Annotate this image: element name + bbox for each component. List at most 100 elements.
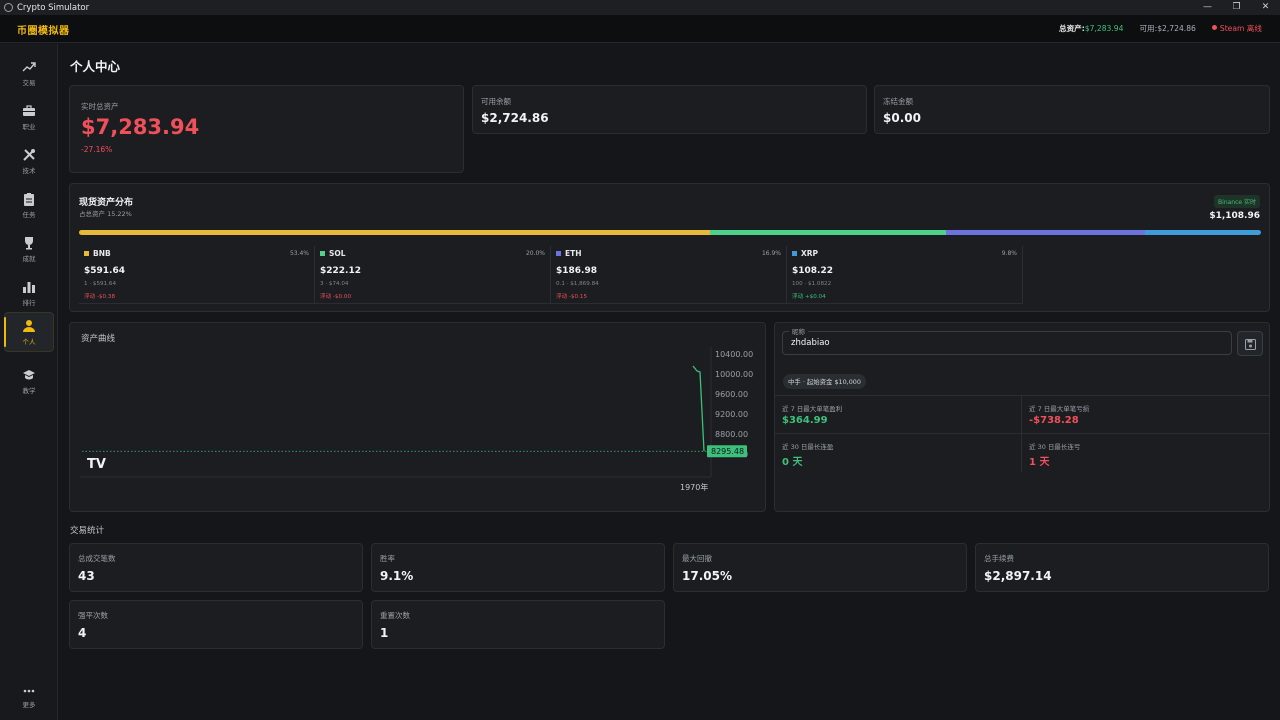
graduation-cap-icon	[23, 370, 35, 380]
sidebar-item-label: 交易	[22, 79, 36, 87]
clipboard-icon	[24, 193, 34, 206]
sidebar-item-trade[interactable]: 交易	[4, 54, 54, 94]
sidebar-item-tasks[interactable]: 任务	[4, 186, 54, 226]
stat-7d-max-profit: 近 7 日最大单笔盈利 $364.99	[775, 395, 1022, 434]
stat-value: $2,897.14	[984, 569, 1052, 583]
frozen-amount-card: 冻结金额 $0.00	[874, 85, 1270, 134]
window-controls: — ❐ ✕	[1193, 0, 1280, 15]
briefcase-icon	[23, 105, 35, 116]
stat-total-fees: 总手续费 $2,897.14	[975, 543, 1269, 592]
asset-item-bnb[interactable]: BNB 53.4% $591.64 1 · $591.64 浮动 -$0.38	[79, 246, 315, 304]
tools-icon	[23, 149, 35, 161]
stat-7d-max-loss: 近 7 日最大单笔亏损 -$738.28	[1022, 395, 1269, 434]
y-tick-label: 8800.00	[715, 430, 748, 439]
spot-subtitle: 占总资产 15.22%	[79, 210, 132, 218]
frozen-amount-value: $0.00	[883, 111, 921, 125]
last-value-label: 8295.48	[711, 447, 744, 456]
stat-label: 近 7 日最大单笔亏损	[1029, 405, 1090, 413]
y-tick-label: 9200.00	[715, 410, 748, 419]
app-icon	[4, 3, 13, 12]
stat-win-rate: 胜率 9.1%	[371, 543, 665, 592]
nickname-label: 昵称	[789, 326, 808, 336]
stat-resets: 重置次数 1	[371, 600, 665, 649]
spot-title: 现货资产分布	[79, 198, 134, 208]
stat-value: 0 天	[782, 457, 803, 468]
asset-pnl: 浮动 -$0.15	[556, 294, 587, 300]
asset-symbol: XRP	[792, 249, 818, 258]
stat-max-drawdown: 最大回撤 17.05%	[673, 543, 967, 592]
restore-icon[interactable]: ❐	[1232, 2, 1241, 12]
sidebar-item-achievements[interactable]: 成就	[4, 230, 54, 270]
asset-pnl: 浮动 -$0.00	[320, 294, 351, 300]
total-assets-label: 实时总资产	[81, 102, 119, 111]
color-swatch-icon	[84, 251, 89, 256]
stat-30d-loss-streak: 近 30 日最长连亏 1 天	[1022, 433, 1269, 472]
sidebar-item-career[interactable]: 职业	[4, 98, 54, 138]
page-title: 个人中心	[70, 59, 121, 74]
available-balance-value: $2,724.86	[481, 111, 549, 125]
stat-label: 胜率	[380, 554, 395, 563]
live-source-badge: Binance 实时	[1214, 195, 1260, 208]
asset-quantity: 1 · $591.64	[84, 281, 117, 287]
allocation-segment-xrp	[1145, 230, 1261, 235]
y-tick-label: 9600.00	[715, 390, 748, 399]
stat-30d-win-streak: 近 30 日最长连盈 0 天	[775, 433, 1022, 472]
brand-logo[interactable]: 币圈模拟器	[17, 26, 70, 37]
stat-value: 17.05%	[682, 569, 732, 583]
allocation-segment-sol	[709, 230, 946, 235]
nickname-input[interactable]	[782, 331, 1232, 355]
stat-label: 总手续费	[984, 554, 1014, 563]
header-stats: 总资产:$7,283.94 可用:$2,724.86 Steam 离线	[1059, 23, 1262, 34]
window-title: Crypto Simulator	[17, 2, 90, 13]
sidebar-item-tutorial[interactable]: 教学	[4, 362, 54, 402]
total-assets-card: 实时总资产 $7,283.94 -27.16%	[69, 85, 464, 173]
sidebar-item-profile[interactable]: 个人	[4, 312, 54, 352]
stat-label: 近 7 日最大单笔盈利	[782, 405, 843, 413]
sidebar-item-tech[interactable]: 技术	[4, 142, 54, 182]
sidebar-item-ranking[interactable]: 排行	[4, 274, 54, 314]
stat-label: 最大回撤	[682, 554, 712, 563]
available-balance-label: 可用余额	[481, 97, 511, 106]
trade-stats-title: 交易统计	[70, 526, 105, 536]
spot-total-value: $1,108.96	[1209, 211, 1260, 221]
stat-label: 重置次数	[380, 611, 410, 620]
stat-label: 近 30 日最长连亏	[1029, 443, 1081, 451]
asset-percent: 20.0%	[525, 250, 545, 257]
asset-value: $222.12	[320, 266, 361, 276]
minimize-icon[interactable]: —	[1203, 2, 1212, 12]
allocation-segment-bnb	[79, 230, 710, 235]
color-swatch-icon	[792, 251, 797, 256]
asset-value: $591.64	[84, 266, 125, 276]
sidebar: 交易 职业 技术 任务 成就 排行 个人 教学 更多	[0, 44, 58, 720]
steam-status[interactable]: Steam 离线	[1211, 23, 1262, 34]
frozen-amount-label: 冻结金额	[883, 97, 913, 106]
sidebar-item-label: 个人	[22, 338, 36, 346]
sidebar-item-more[interactable]: 更多	[4, 676, 54, 716]
asset-percent: 16.9%	[761, 250, 781, 257]
asset-item-xrp[interactable]: XRP 9.8% $108.22 100 · $1.0822 浮动 +$0.04	[787, 246, 1023, 304]
asset-value: $108.22	[792, 266, 833, 276]
stat-value: 1 天	[1029, 457, 1050, 468]
asset-list: BNB 53.4% $591.64 1 · $591.64 浮动 -$0.38 …	[79, 246, 1023, 304]
total-assets-change: -27.16%	[81, 145, 113, 154]
asset-item-eth[interactable]: ETH 16.9% $186.98 0.1 · $1,869.84 浮动 -$0…	[551, 246, 787, 304]
asset-item-sol[interactable]: SOL 20.0% $222.12 3 · $74.04 浮动 -$0.00	[315, 246, 551, 304]
stat-label: 强平次数	[78, 611, 108, 620]
color-swatch-icon	[556, 251, 561, 256]
close-icon[interactable]: ✕	[1261, 2, 1270, 12]
asset-quantity: 0.1 · $1,869.84	[556, 281, 599, 287]
series-line	[692, 365, 705, 452]
person-icon	[23, 320, 35, 332]
bar-chart-icon	[23, 282, 35, 293]
asset-value: $186.98	[556, 266, 597, 276]
sidebar-item-label: 成就	[22, 255, 36, 263]
save-nickname-button[interactable]	[1237, 331, 1263, 356]
asset-curve-chart[interactable]: 10400.0010000.009600.009200.008800.00840…	[70, 323, 765, 511]
sidebar-item-label: 更多	[22, 701, 36, 709]
asset-symbol: ETH	[556, 249, 582, 258]
sidebar-item-label: 教学	[22, 387, 36, 395]
spot-distribution-card: 现货资产分布 占总资产 15.22% Binance 实时 $1,108.96 …	[69, 183, 1270, 312]
y-tick-label: 10400.00	[715, 350, 753, 359]
tradingview-logo-icon: TV	[87, 457, 106, 472]
more-dots-icon	[23, 689, 35, 693]
